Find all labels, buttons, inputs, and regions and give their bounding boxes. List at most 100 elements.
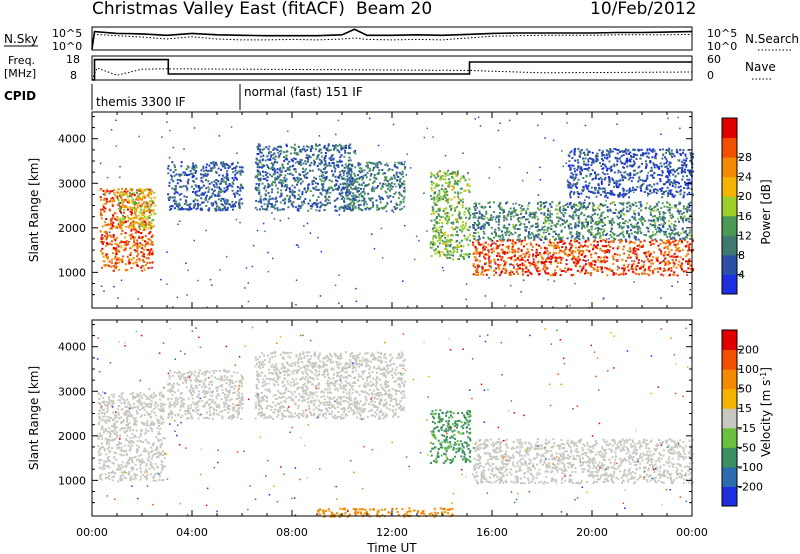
heatmap-cell xyxy=(543,202,545,205)
heatmap-cell xyxy=(669,203,671,206)
heatmap-cell xyxy=(343,200,345,203)
heatmap-cell xyxy=(669,214,672,217)
heatmap-cell xyxy=(173,192,176,195)
heatmap-cell xyxy=(377,161,380,164)
heatmap-cell xyxy=(681,227,684,230)
heatmap-cell xyxy=(554,274,557,276)
heatmap-cell xyxy=(517,264,520,267)
heatmap-cell xyxy=(633,236,636,239)
heatmap-cell xyxy=(612,257,615,260)
heatmap-cell xyxy=(465,254,468,257)
heatmap-cell xyxy=(137,221,140,224)
heatmap-cell xyxy=(224,209,227,212)
heatmap-cell xyxy=(673,262,676,265)
heatmap-cell xyxy=(462,224,464,227)
heatmap-cell xyxy=(386,195,389,198)
heatmap-cell xyxy=(372,166,375,169)
heatmap-cell xyxy=(611,223,614,226)
heatmap-cell xyxy=(343,187,346,190)
heatmap-cell xyxy=(579,170,582,173)
heatmap-cell xyxy=(526,218,529,221)
heatmap-cell xyxy=(367,183,370,186)
heatmap-cell xyxy=(363,187,365,190)
heatmap-cell xyxy=(590,272,593,275)
heatmap-cell xyxy=(401,172,404,175)
heatmap-cell xyxy=(369,174,372,177)
heatmap-cell xyxy=(567,165,570,168)
heatmap-cell xyxy=(317,153,320,156)
heatmap-cell xyxy=(179,207,181,210)
heatmap-cell xyxy=(143,210,146,213)
heatmap-cell xyxy=(114,262,117,265)
heatmap-cell xyxy=(125,225,128,228)
heatmap-cell xyxy=(363,197,366,200)
heatmap-cell xyxy=(508,230,511,233)
heatmap-cell xyxy=(321,171,324,174)
heatmap-cell xyxy=(481,206,484,209)
heatmap-cell xyxy=(292,160,295,163)
heatmap-cell xyxy=(619,150,621,153)
heatmap-cell xyxy=(208,164,211,167)
heatmap-cell xyxy=(666,186,669,189)
heatmap-cell xyxy=(456,251,459,253)
heatmap-cell xyxy=(473,212,476,215)
heatmap-cell xyxy=(549,255,552,258)
heatmap-cell xyxy=(229,184,232,187)
heatmap-cell xyxy=(589,220,592,222)
heatmap-cell xyxy=(603,173,606,176)
heatmap-cell xyxy=(437,199,440,202)
heatmap-cell xyxy=(582,151,585,154)
heatmap-cell xyxy=(579,244,582,247)
heatmap-cell xyxy=(311,203,314,206)
heatmap-cell xyxy=(258,166,261,169)
heatmap-cell xyxy=(349,143,352,146)
heatmap-cell xyxy=(673,226,675,229)
heatmap-cell xyxy=(101,266,104,269)
heatmap-cell xyxy=(443,190,446,193)
heatmap-cell xyxy=(524,228,527,231)
heatmap-cell xyxy=(587,158,590,161)
heatmap-cell xyxy=(562,269,565,272)
heatmap-cell xyxy=(653,149,656,152)
heatmap-cell xyxy=(670,222,673,225)
heatmap-cell xyxy=(139,206,142,209)
heatmap-cell xyxy=(544,217,547,220)
date-title: 10/Feb/2012 xyxy=(590,0,696,19)
heatmap-cell xyxy=(343,209,346,212)
heatmap-cell xyxy=(564,253,567,256)
heatmap-cell xyxy=(348,203,351,206)
heatmap-cell xyxy=(117,257,120,260)
heatmap-cell xyxy=(128,201,130,203)
heatmap-cell xyxy=(150,197,153,200)
heatmap-cell xyxy=(353,197,356,200)
heatmap-cell xyxy=(670,217,673,219)
heatmap-cell xyxy=(338,176,340,179)
heatmap-cell xyxy=(604,176,607,179)
heatmap-cell xyxy=(682,270,685,273)
heatmap-cell xyxy=(433,224,436,227)
heatmap-cell xyxy=(140,224,143,227)
heatmap-cell xyxy=(258,189,261,192)
heatmap-cell xyxy=(447,212,450,215)
heatmap-cell xyxy=(328,179,331,182)
heatmap-cell xyxy=(334,209,337,212)
heatmap-cell xyxy=(677,186,680,189)
heatmap-cell xyxy=(688,262,691,265)
heatmap-cell xyxy=(481,243,484,246)
heatmap-cell xyxy=(630,265,633,268)
heatmap-cell xyxy=(611,269,614,272)
heatmap-cell xyxy=(659,228,662,231)
heatmap-cell xyxy=(149,191,152,193)
heatmap-cell xyxy=(669,193,672,195)
heatmap-cell xyxy=(283,176,286,179)
heatmap-cell xyxy=(315,203,318,206)
heatmap-cell xyxy=(559,256,562,259)
heatmap-cell xyxy=(346,175,349,178)
heatmap-cell xyxy=(191,174,194,176)
heatmap-cell xyxy=(475,212,478,215)
heatmap-cell xyxy=(621,239,624,242)
heatmap-cell xyxy=(579,151,582,154)
heatmap-cell xyxy=(472,252,475,255)
heatmap-cell xyxy=(306,145,309,148)
heatmap-cell xyxy=(497,263,500,266)
